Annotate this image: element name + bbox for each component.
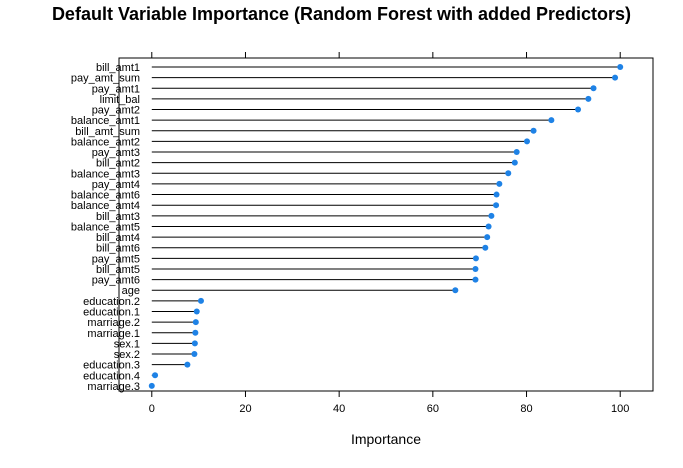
point-marriage.1 [192, 329, 199, 336]
point-pay_amt_sum [612, 74, 619, 81]
point-pay_amt5 [472, 255, 479, 262]
point-balance_amt5 [485, 223, 492, 230]
point-balance_amt4 [493, 202, 500, 209]
x-tick-label: 80 [520, 403, 532, 415]
category-label: pay_amt5 [92, 253, 140, 265]
category-label: marriage.2 [87, 317, 140, 329]
category-label: education.1 [83, 306, 140, 318]
category-label: balance_amt3 [71, 168, 140, 180]
plot-frame [118, 57, 654, 392]
point-marriage.2 [192, 319, 199, 326]
point-pay_amt2 [575, 106, 582, 113]
point-bill_amt_sum [530, 127, 537, 134]
point-bill_amt6 [482, 244, 489, 251]
category-label: bill_amt2 [96, 158, 140, 170]
category-label: bill_amt_sum [75, 126, 140, 138]
category-label: balance_amt4 [71, 200, 140, 212]
point-limit_bal [585, 95, 592, 102]
x-tick-label: 40 [333, 403, 345, 415]
point-education.1 [193, 308, 200, 315]
point-pay_amt6 [472, 276, 479, 283]
point-sex.1 [191, 340, 198, 347]
category-label: balance_amt1 [71, 115, 140, 127]
point-bill_amt2 [511, 159, 518, 166]
point-bill_amt1 [617, 64, 624, 70]
category-label: sex.1 [114, 338, 140, 350]
x-tick-label: 60 [427, 403, 439, 415]
category-label: bill_amt6 [96, 243, 140, 255]
category-label: education.4 [83, 370, 140, 382]
category-label: pay_amt_sum [71, 73, 140, 85]
point-bill_amt3 [488, 212, 495, 219]
point-balance_amt3 [505, 170, 512, 177]
category-label: pay_amt6 [92, 275, 140, 287]
point-pay_amt4 [496, 180, 503, 187]
point-education.3 [184, 361, 191, 368]
point-marriage.3 [148, 382, 155, 389]
category-label: education.3 [83, 360, 140, 372]
x-tick-label: 20 [239, 403, 251, 415]
top-axis-ticks [151, 52, 621, 58]
category-label: balance_amt6 [71, 190, 140, 202]
category-label: pay_amt3 [92, 147, 140, 159]
category-label: bill_amt1 [96, 62, 140, 74]
category-label: age [122, 285, 140, 297]
category-label: bill_amt3 [96, 211, 140, 223]
category-label: pay_amt2 [92, 105, 140, 117]
category-label: education.2 [83, 296, 140, 308]
point-education.2 [197, 297, 204, 304]
point-bill_amt5 [472, 265, 479, 272]
point-education.4 [152, 372, 159, 379]
category-label: balance_amt2 [71, 136, 140, 148]
category-label: marriage.3 [87, 381, 140, 393]
point-pay_amt3 [513, 149, 520, 156]
x-axis-title: Importance [351, 431, 421, 447]
chart-title: Default Variable Importance (Random Fore… [51, 4, 632, 24]
point-balance_amt6 [493, 191, 500, 198]
series-points [148, 64, 624, 389]
point-balance_amt2 [523, 138, 530, 145]
x-tick-label: 0 [149, 403, 155, 415]
category-label: sex.2 [114, 349, 140, 361]
category-label: pay_amt4 [92, 179, 140, 191]
point-bill_amt4 [484, 234, 491, 241]
point-sex.2 [191, 351, 198, 358]
series-stems [151, 66, 621, 376]
point-age [452, 287, 459, 294]
category-label: pay_amt1 [92, 83, 140, 95]
point-pay_amt1 [590, 85, 597, 92]
category-label: limit_bal [100, 94, 140, 106]
category-labels: bill_amt1pay_amt_sumpay_amt1limit_balpay… [71, 62, 140, 393]
category-label: bill_amt4 [96, 232, 140, 244]
category-label: bill_amt5 [96, 264, 140, 276]
bottom-axis: 0 20 40 60 80 100 [149, 391, 629, 415]
point-balance_amt1 [548, 117, 555, 124]
x-tick-label: 100 [611, 403, 629, 415]
category-label: balance_amt5 [71, 221, 140, 233]
category-label: marriage.1 [87, 328, 140, 340]
